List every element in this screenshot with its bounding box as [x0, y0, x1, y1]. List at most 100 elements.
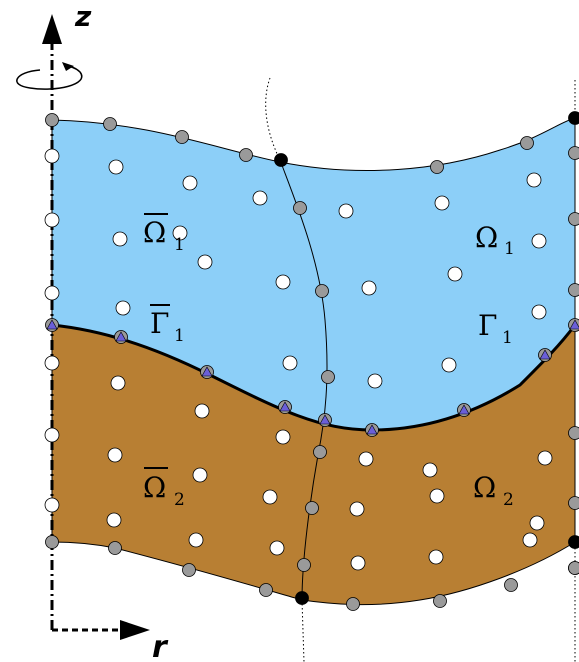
mesh-node-gray [297, 558, 311, 572]
mesh-node-white [522, 532, 538, 548]
mesh-node-gray [430, 160, 444, 174]
mesh-node-black [568, 535, 579, 549]
mesh-node-gray [108, 541, 122, 555]
mesh-node-black [295, 591, 309, 605]
upper-dotted-curve [265, 77, 281, 161]
mesh-node-gray [568, 146, 579, 160]
label-omega2-bar: Ω 2 [143, 467, 185, 510]
mesh-node-white [349, 501, 365, 517]
label-gamma1-bar-sub: 1 [174, 326, 185, 346]
r-axis-arrowhead [120, 620, 150, 640]
interface-boundary-line [51, 323, 577, 432]
interface-triangle-marker [279, 401, 291, 412]
mesh-node-white [275, 429, 291, 445]
mesh-node-white [358, 451, 374, 467]
mesh-node-white [182, 175, 198, 191]
interface-triangle-marker [319, 414, 331, 425]
mesh-node-gray [433, 594, 447, 608]
mesh-nodes [44, 111, 579, 611]
mesh-node-white [447, 266, 463, 282]
mesh-node-gray [568, 561, 579, 575]
mesh-node-gray [315, 284, 329, 298]
mesh-node-white [194, 403, 210, 419]
mesh-node-black [274, 153, 288, 167]
rotation-arrow-icon [16, 62, 83, 90]
label-omega2-base: Ω [473, 471, 496, 504]
label-gamma1: Γ 1 [478, 309, 513, 348]
mesh-node-white [429, 488, 445, 504]
mesh-node-gray [45, 535, 59, 549]
mesh-node-white [110, 375, 126, 391]
label-omega1-bar-sub: 1 [174, 235, 185, 255]
mesh-node-gray [182, 563, 196, 577]
label-omega1-base: Ω [475, 221, 498, 254]
mesh-node-white [44, 427, 60, 443]
mesh-node-white [531, 233, 547, 249]
mesh-node-white [44, 285, 60, 301]
label-omega2-sub: 2 [503, 490, 514, 510]
mesh-node-white [441, 357, 457, 373]
mesh-node-gray [520, 136, 534, 150]
mesh-node-gray [568, 426, 579, 440]
mesh-node-white [192, 467, 208, 483]
mesh-node-white [434, 195, 450, 211]
mesh-node-white [262, 489, 278, 505]
mesh-node-white [531, 304, 547, 320]
mesh-node-gray [45, 113, 59, 127]
interface-triangle-marker [366, 424, 378, 435]
r-axis-label: r [152, 630, 169, 662]
mesh-node-white [107, 447, 123, 463]
interface-triangle-marker [46, 319, 58, 330]
mesh-node-gray [313, 445, 327, 459]
mesh-node-white [269, 540, 285, 556]
mesh-node-white [44, 212, 60, 228]
mesh-node-white [282, 355, 298, 371]
mesh-node-white [44, 355, 60, 371]
mesh-node-white [188, 532, 204, 548]
mesh-node-white [252, 190, 268, 206]
mesh-node-white [115, 300, 131, 316]
mesh-node-white [361, 280, 377, 296]
mesh-node-white [197, 254, 213, 270]
label-omega1-bar: Ω 1 [143, 213, 185, 255]
mesh-node-white [112, 231, 128, 247]
mesh-node-white [529, 515, 545, 531]
z-axis-arrowhead [42, 14, 62, 44]
mesh-node-gray [305, 501, 319, 515]
label-omega2-bar-sub: 2 [174, 490, 185, 510]
mesh-node-white [338, 203, 354, 219]
interface-triangle-marker [115, 331, 127, 342]
interface-triangle-marker [201, 366, 213, 377]
mesh-node-white [350, 555, 366, 571]
mesh-node-white [428, 549, 444, 565]
mesh-node-white [108, 159, 124, 175]
mesh-node-gray [568, 212, 579, 226]
label-omega2-bar-base: Ω [143, 471, 166, 504]
label-omega1-bar-base: Ω [143, 216, 166, 249]
mesh-node-gray [259, 583, 273, 597]
label-gamma1-bar: Γ 1 [150, 304, 185, 346]
label-omega1-sub: 1 [504, 239, 515, 259]
label-gamma1-base: Γ [478, 309, 497, 342]
interface-triangle-marker [539, 349, 551, 360]
mesh-node-white [367, 373, 383, 389]
mesh-node-gray [346, 597, 360, 611]
mesh-node-gray [103, 117, 117, 131]
mesh-node-white [526, 172, 542, 188]
mesh-node-white [275, 274, 291, 290]
mesh-node-gray [568, 283, 579, 297]
mesh-node-white [537, 450, 553, 466]
label-omega1: Ω 1 [475, 221, 515, 259]
mesh-node-white [106, 512, 122, 528]
mesh-node-white [44, 148, 60, 164]
mesh-node-gray [293, 201, 307, 215]
z-axis-label: z [74, 0, 92, 33]
mesh-node-white [44, 497, 60, 513]
mesh-node-white [422, 462, 438, 478]
mesh-node-gray [504, 578, 518, 592]
lower-dotted-curve [301, 599, 305, 662]
label-gamma1-bar-base: Γ [150, 307, 169, 340]
interface-triangle-marker [569, 319, 579, 330]
label-gamma1-sub: 1 [502, 328, 513, 348]
